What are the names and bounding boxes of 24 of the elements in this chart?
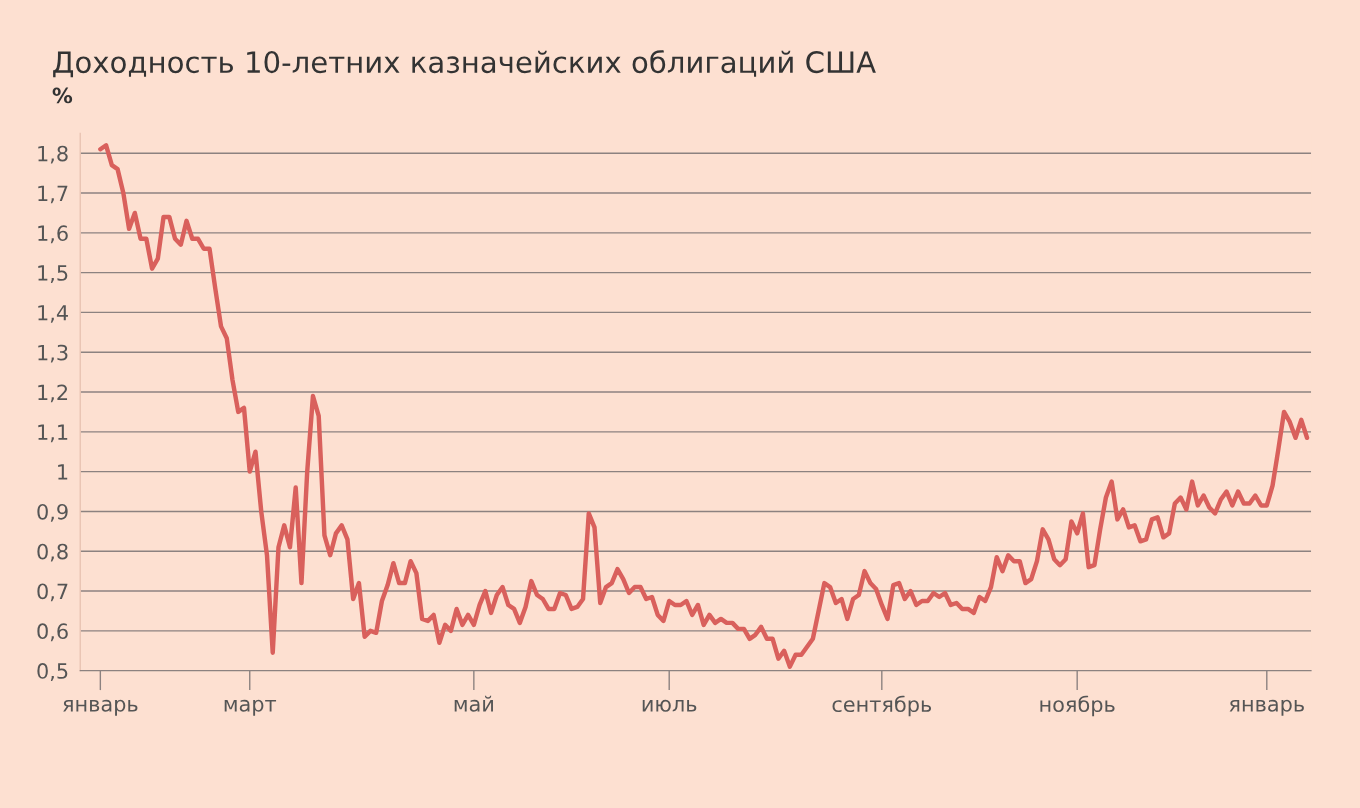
- y-axis-title: %: [52, 87, 73, 104]
- y-tick-label: 0,5: [37, 663, 68, 681]
- y-tick-label: 1: [58, 464, 68, 480]
- x-tick-label: январь: [63, 699, 138, 716]
- y-tick-label: 1,1: [38, 424, 68, 443]
- y-tick-label: 1,3: [38, 344, 68, 363]
- y-tick-label: 0,9: [37, 503, 68, 522]
- y-tick-label: 0,7: [37, 583, 68, 602]
- x-tick-label: ноябрь: [1040, 695, 1115, 717]
- y-tick-label: 1,7: [38, 185, 68, 204]
- y-tick-label: 1,5: [38, 265, 68, 283]
- y-tick-label: 0,8: [37, 543, 68, 562]
- x-tick-label: март: [224, 699, 277, 716]
- y-tick-label: 1,8: [38, 145, 68, 164]
- chart-title: Доходность 10-летних казначейских облигаций США: [53, 50, 876, 78]
- x-tick-label: январь: [1229, 699, 1304, 716]
- y-tick-label: 1,2: [38, 384, 68, 403]
- y-tick-label: 0,6: [37, 623, 68, 642]
- line-series: [98, 143, 1310, 669]
- y-tick-label: 1,6: [38, 225, 68, 244]
- x-tick-label: сентябрь: [832, 695, 932, 717]
- x-tick-label: июль: [642, 699, 697, 712]
- y-tick-label: 1,4: [38, 305, 68, 323]
- x-tick-label: май: [454, 695, 493, 712]
